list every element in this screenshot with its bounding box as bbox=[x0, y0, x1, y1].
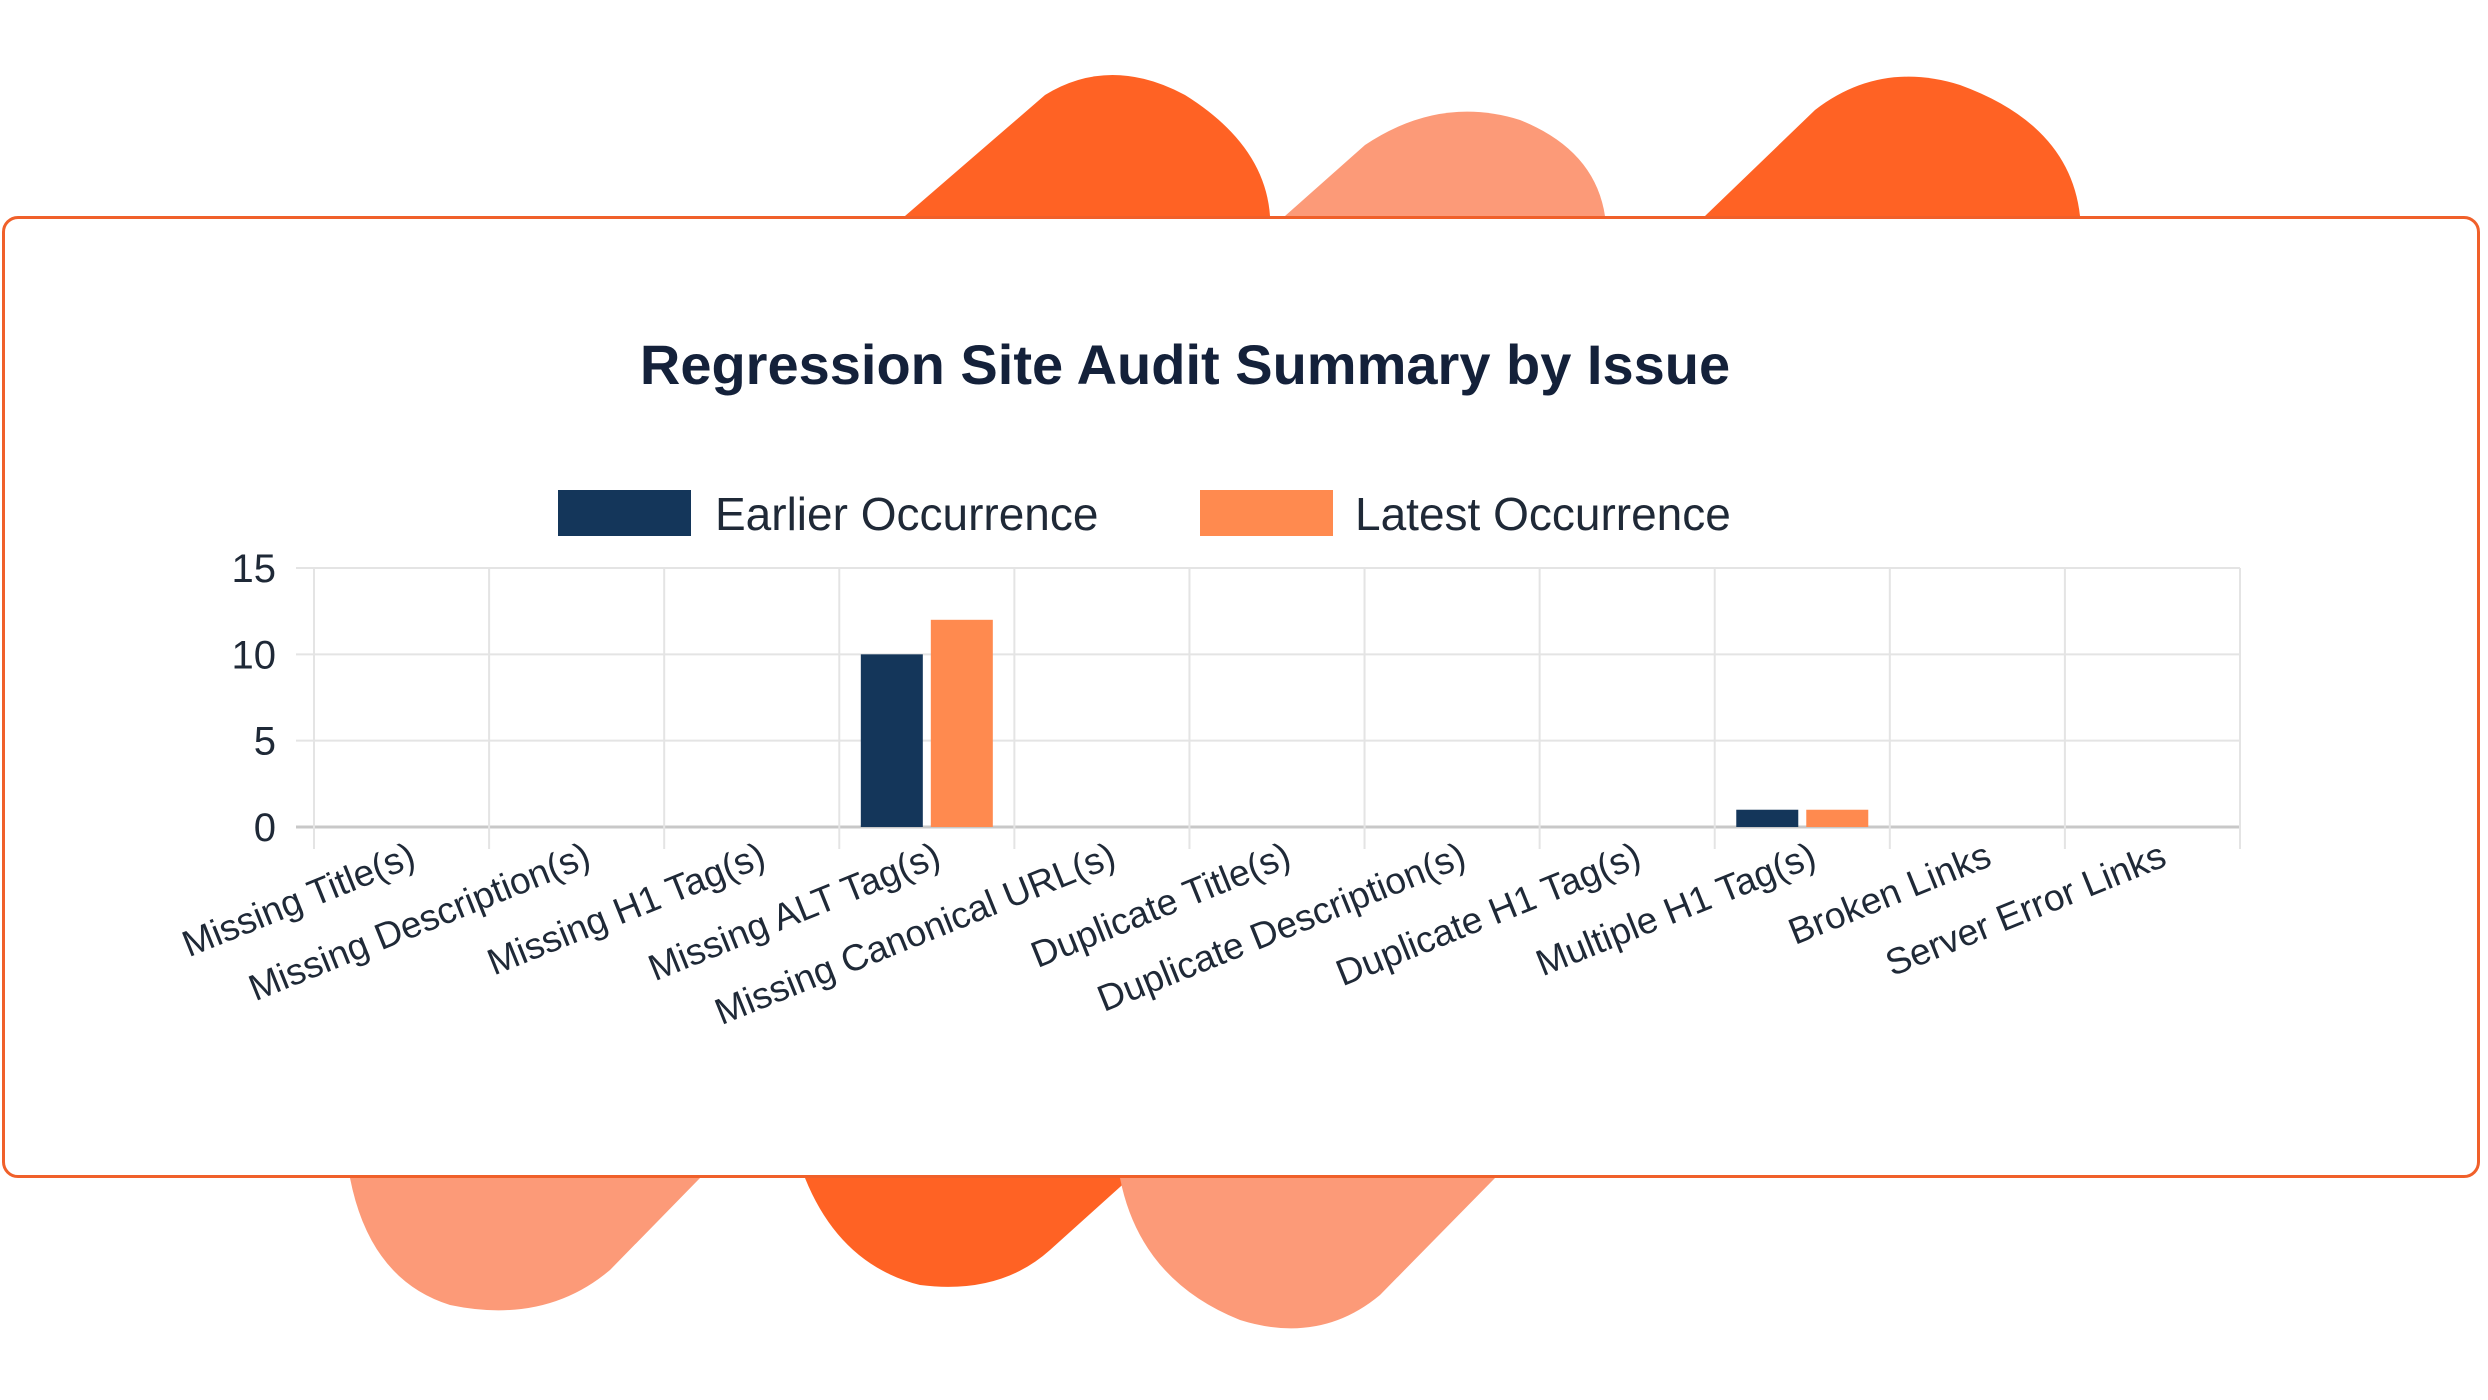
bar-chart: Regression Site Audit Summary by Issue E… bbox=[176, 333, 2241, 1033]
decor-blob-light-bottom-right bbox=[1120, 1178, 1495, 1329]
decor-blob-dark-top-left bbox=[905, 75, 1270, 216]
bar-earlier bbox=[1736, 809, 1799, 827]
y-tick-label: 0 bbox=[254, 806, 276, 850]
decor-blob-dark-top-right bbox=[1705, 76, 2080, 217]
y-axis-ticks: 0 5 10 15 bbox=[232, 547, 277, 850]
grid-lines bbox=[296, 567, 2241, 849]
decor-blob-light-bottom-left bbox=[350, 1178, 700, 1311]
decor-blob-light-top-middle bbox=[1285, 111, 1605, 216]
legend-label-earlier: Earlier Occurrence bbox=[715, 488, 1098, 540]
chart-title: Regression Site Audit Summary by Issue bbox=[640, 333, 1730, 396]
y-tick-label: 15 bbox=[232, 547, 277, 591]
legend-swatch-latest bbox=[1200, 490, 1333, 536]
bar-earlier bbox=[860, 654, 923, 827]
y-tick-label: 10 bbox=[232, 633, 277, 677]
bar-latest bbox=[1806, 809, 1869, 827]
legend-swatch-earlier bbox=[558, 490, 691, 536]
legend-label-latest: Latest Occurrence bbox=[1355, 488, 1731, 540]
chart-legend: Earlier Occurrence Latest Occurrence bbox=[558, 488, 1731, 540]
bar-latest bbox=[930, 619, 993, 827]
bars bbox=[860, 619, 1869, 827]
chart-card: Regression Site Audit Summary by Issue E… bbox=[2, 216, 2480, 1178]
x-category-label: Duplicate H1 Tag(s) bbox=[1330, 834, 1646, 993]
y-tick-label: 5 bbox=[254, 720, 276, 764]
decor-blob-dark-bottom-middle bbox=[805, 1178, 1130, 1287]
x-axis-labels: Missing Title(s)Missing Description(s)Mi… bbox=[176, 834, 2171, 1032]
